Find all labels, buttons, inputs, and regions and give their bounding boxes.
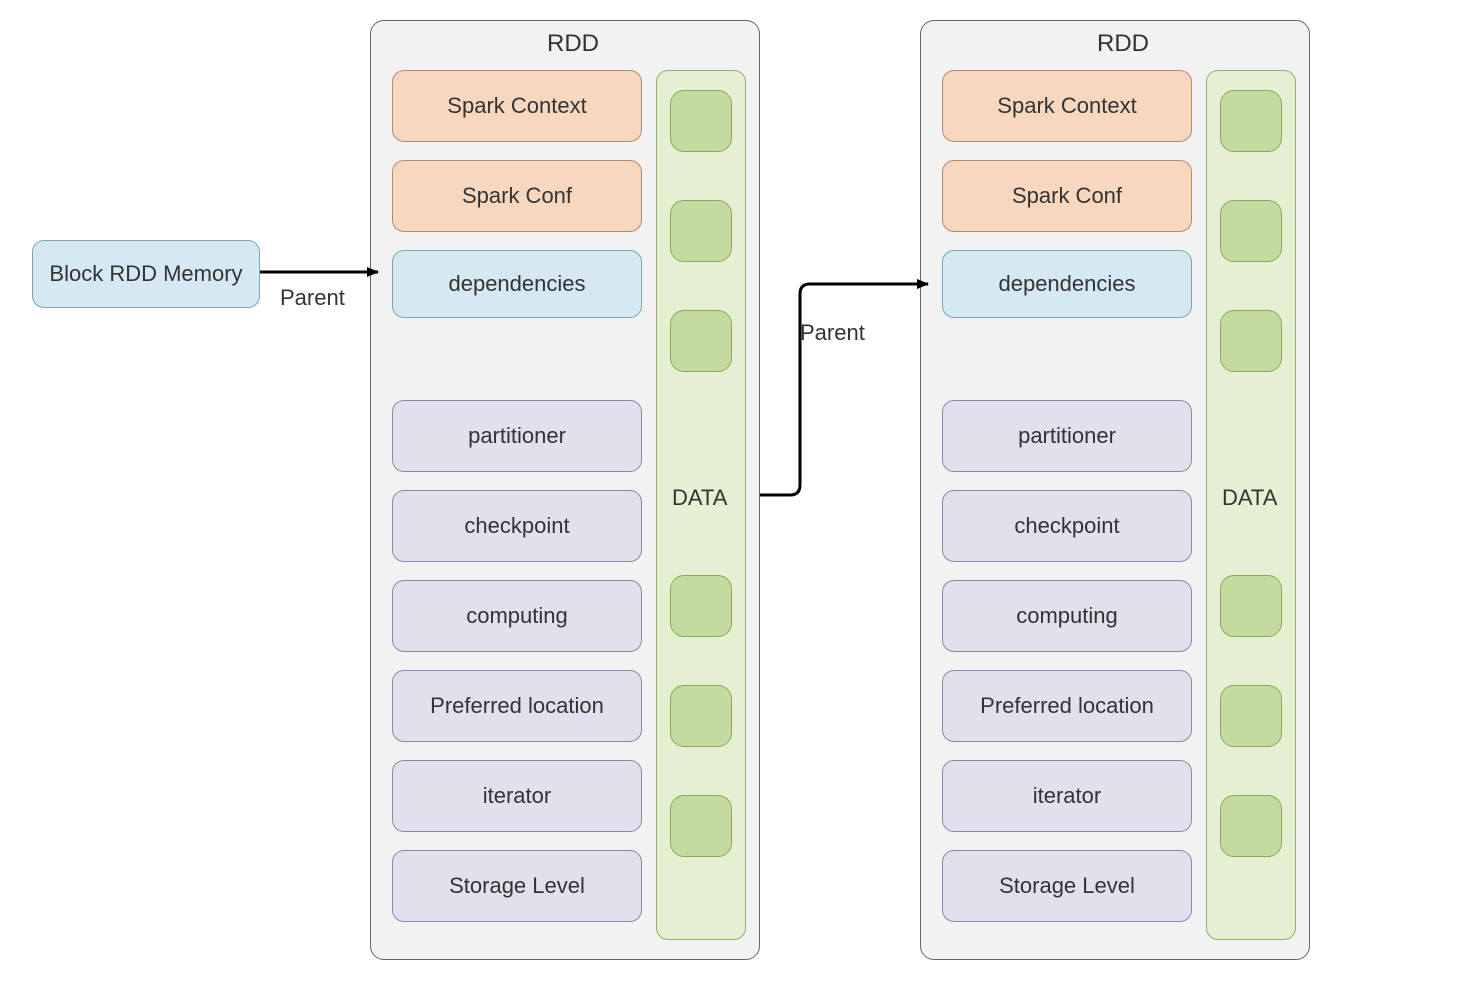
rdd-1-component-2: dependencies bbox=[942, 250, 1192, 318]
rdd-0-component-5: computing bbox=[392, 580, 642, 652]
rdd-1-component-0: Spark Context bbox=[942, 70, 1192, 142]
data-label-1: DATA bbox=[1222, 485, 1277, 511]
rdd-0-component-1: Spark Conf bbox=[392, 160, 642, 232]
block-rdd-memory: Block RDD Memory bbox=[32, 240, 260, 308]
data-block-1-2 bbox=[1220, 310, 1282, 372]
rdd-1-component-5: computing bbox=[942, 580, 1192, 652]
edge-label-1: Parent bbox=[800, 320, 865, 346]
rdd-0-component-0: Spark Context bbox=[392, 70, 642, 142]
data-block-1-4 bbox=[1220, 685, 1282, 747]
edge-1 bbox=[760, 284, 928, 495]
data-block-1-0 bbox=[1220, 90, 1282, 152]
rdd-1-component-3: partitioner bbox=[942, 400, 1192, 472]
rdd-0-component-8: Storage Level bbox=[392, 850, 642, 922]
data-block-0-0 bbox=[670, 90, 732, 152]
rdd-0-component-6: Preferred location bbox=[392, 670, 642, 742]
rdd-0-component-4: checkpoint bbox=[392, 490, 642, 562]
data-block-1-3 bbox=[1220, 575, 1282, 637]
data-block-0-5 bbox=[670, 795, 732, 857]
data-block-1-1 bbox=[1220, 200, 1282, 262]
rdd-1-component-4: checkpoint bbox=[942, 490, 1192, 562]
data-block-0-3 bbox=[670, 575, 732, 637]
rdd-1-component-8: Storage Level bbox=[942, 850, 1192, 922]
edge-label-0: Parent bbox=[280, 285, 345, 311]
data-block-1-5 bbox=[1220, 795, 1282, 857]
rdd-0-component-3: partitioner bbox=[392, 400, 642, 472]
rdd-0-component-7: iterator bbox=[392, 760, 642, 832]
data-block-0-2 bbox=[670, 310, 732, 372]
rdd-1-component-1: Spark Conf bbox=[942, 160, 1192, 232]
rdd-0-component-2: dependencies bbox=[392, 250, 642, 318]
rdd-1-component-7: iterator bbox=[942, 760, 1192, 832]
data-block-0-4 bbox=[670, 685, 732, 747]
data-block-0-1 bbox=[670, 200, 732, 262]
data-label-0: DATA bbox=[672, 485, 727, 511]
rdd-title-0: RDD bbox=[547, 30, 599, 58]
rdd-1-component-6: Preferred location bbox=[942, 670, 1192, 742]
rdd-title-1: RDD bbox=[1097, 30, 1149, 58]
